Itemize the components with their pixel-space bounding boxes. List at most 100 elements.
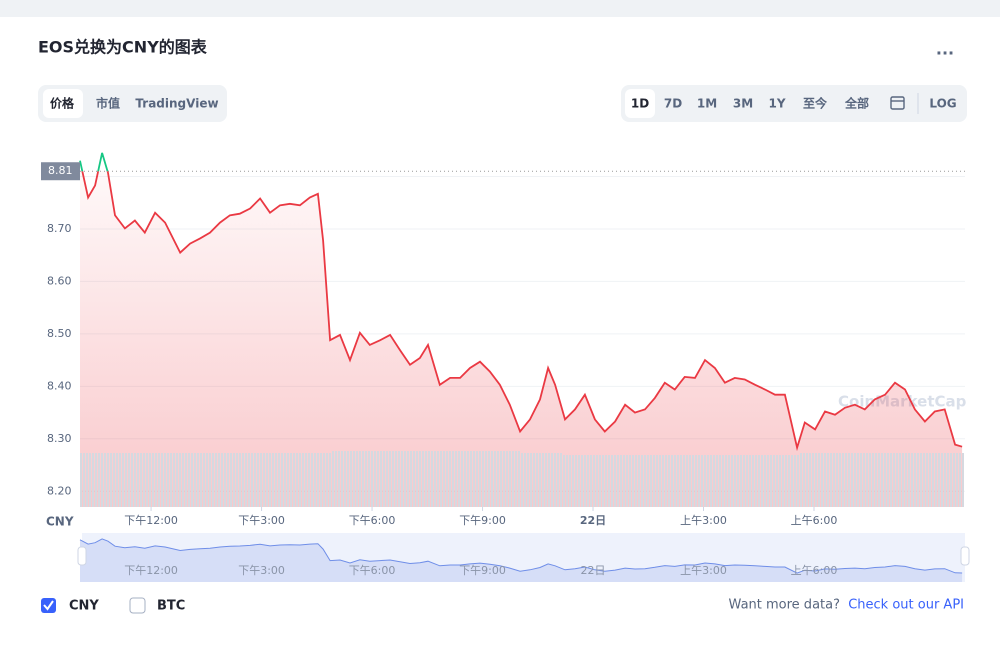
navigator-tick-label: 上午3:00 <box>680 564 727 577</box>
volume-bar <box>644 455 646 507</box>
volume-bar <box>821 453 823 507</box>
volume-bar <box>551 453 553 507</box>
volume-bar <box>512 451 514 507</box>
volume-bar <box>650 455 652 507</box>
volume-bar <box>422 451 424 507</box>
volume-bar <box>290 453 292 507</box>
more-menu[interactable]: ... <box>936 40 954 59</box>
volume-bar <box>608 455 610 507</box>
y-tick-label: 8.70 <box>47 222 72 235</box>
volume-bar <box>662 455 664 507</box>
volume-bar <box>923 453 925 507</box>
volume-bar <box>125 453 127 507</box>
volume-bar <box>935 453 937 507</box>
volume-bar <box>116 453 118 507</box>
volume-bar <box>269 453 271 507</box>
calendar-icon[interactable] <box>890 96 905 110</box>
volume-bar <box>248 453 250 507</box>
volume-bar <box>191 453 193 507</box>
baseline-tag <box>41 162 80 181</box>
volume-bar <box>194 453 196 507</box>
volume-bar <box>911 453 913 507</box>
range-button[interactable]: LOG <box>929 97 956 111</box>
volume-bar <box>464 451 466 507</box>
volume-bar <box>257 453 259 507</box>
volume-bar <box>254 453 256 507</box>
volume-bar <box>497 451 499 507</box>
volume-bar <box>713 455 715 507</box>
range-button[interactable]: 1D <box>631 97 649 111</box>
volume-bar <box>731 455 733 507</box>
navigator-line <box>79 538 963 574</box>
volume-bar <box>98 453 100 507</box>
checkbox[interactable] <box>41 598 56 613</box>
volume-bar <box>455 451 457 507</box>
volume-bar <box>275 453 277 507</box>
volume-bar <box>140 453 142 507</box>
navigator-tick-label: 下午3:00 <box>238 564 285 577</box>
navigator-tick-label: 下午9:00 <box>459 564 506 577</box>
range-button[interactable]: 1Y <box>768 97 785 111</box>
option-label[interactable]: CNY <box>69 599 99 614</box>
volume-bar <box>344 451 346 507</box>
volume-bar <box>797 455 799 507</box>
volume-bar <box>449 451 451 507</box>
volume-bar <box>611 455 613 507</box>
volume-bar <box>293 453 295 507</box>
volume-bar <box>536 453 538 507</box>
range-button[interactable]: 1M <box>697 97 717 111</box>
x-tick-label: 下午3:00 <box>238 514 285 527</box>
option-label[interactable]: BTC <box>157 599 185 614</box>
volume-bar <box>890 453 892 507</box>
volume-bar <box>314 453 316 507</box>
volume-bar <box>848 453 850 507</box>
volume-bar <box>752 455 754 507</box>
volume-bar <box>533 453 535 507</box>
navigator-handle[interactable] <box>960 546 970 566</box>
tab[interactable]: 价格 <box>50 96 75 111</box>
volume-bar <box>914 453 916 507</box>
tab[interactable]: TradingView <box>135 97 218 111</box>
volume-bar <box>218 453 220 507</box>
volume-bar <box>839 453 841 507</box>
volume-bar <box>605 455 607 507</box>
volume-bar <box>524 453 526 507</box>
volume-bar <box>959 453 961 507</box>
range-button[interactable]: 3M <box>733 97 753 111</box>
volume-bar <box>629 455 631 507</box>
tab-group <box>38 85 227 122</box>
volume-bar <box>743 455 745 507</box>
volume-bar <box>488 451 490 507</box>
volume-bar <box>749 455 751 507</box>
tab[interactable]: 市值 <box>96 96 120 111</box>
volume-bar <box>818 453 820 507</box>
volume-bar <box>803 453 805 507</box>
volume-bar <box>950 453 952 507</box>
volume-bar <box>137 453 139 507</box>
price-line <box>81 171 963 452</box>
top-strip <box>0 0 1000 17</box>
checkbox[interactable] <box>129 597 146 614</box>
range-button[interactable]: 7D <box>664 97 682 111</box>
volume-bar <box>734 455 736 507</box>
volume-bar <box>428 451 430 507</box>
volume-bar <box>362 451 364 507</box>
volume-bar <box>404 451 406 507</box>
volume-bar <box>776 455 778 507</box>
volume-bar <box>899 453 901 507</box>
volume-bar <box>479 451 481 507</box>
volume-bar <box>416 451 418 507</box>
y-tick-label: 8.30 <box>47 432 72 445</box>
volume-bar <box>308 453 310 507</box>
volume-bar <box>452 451 454 507</box>
range-button[interactable]: 全部 <box>844 96 869 111</box>
range-button[interactable]: 至今 <box>803 96 828 111</box>
volume-bar <box>791 455 793 507</box>
volume-bar <box>242 453 244 507</box>
volume-bar <box>659 455 661 507</box>
navigator-handle[interactable] <box>77 546 87 566</box>
volume-bar <box>896 453 898 507</box>
volume-bar <box>173 453 175 507</box>
api-link[interactable]: Check out our API <box>848 598 964 613</box>
